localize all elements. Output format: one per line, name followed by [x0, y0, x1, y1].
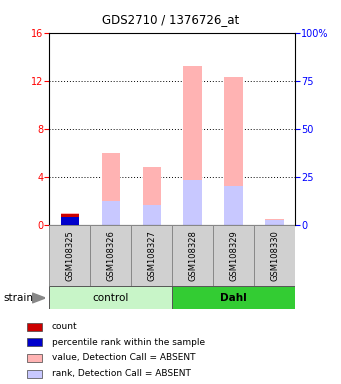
Text: GSM108327: GSM108327 [147, 230, 156, 281]
Text: GSM108329: GSM108329 [229, 230, 238, 281]
Bar [49, 225, 90, 286]
Bar [27, 370, 42, 377]
Bar [143, 205, 161, 225]
Bar [49, 286, 172, 309]
Bar [131, 225, 172, 286]
Text: strain: strain [3, 293, 33, 303]
Bar [61, 214, 79, 225]
Bar [102, 153, 120, 225]
Text: GDS2710 / 1376726_at: GDS2710 / 1376726_at [102, 13, 239, 26]
Bar [213, 225, 254, 286]
Bar [254, 225, 295, 286]
Bar [61, 216, 79, 225]
Bar [224, 77, 243, 225]
Bar [27, 323, 42, 331]
Bar [265, 218, 284, 225]
Bar [27, 338, 42, 346]
Text: value, Detection Call = ABSENT: value, Detection Call = ABSENT [52, 353, 195, 362]
Text: GSM108330: GSM108330 [270, 230, 279, 281]
Text: rank, Detection Call = ABSENT: rank, Detection Call = ABSENT [52, 369, 191, 378]
Text: GSM108328: GSM108328 [188, 230, 197, 281]
Bar [27, 354, 42, 362]
Bar [90, 225, 131, 286]
Bar [61, 217, 79, 225]
Text: percentile rank within the sample: percentile rank within the sample [52, 338, 205, 347]
Bar [61, 213, 79, 225]
Text: Dahl: Dahl [220, 293, 247, 303]
Text: count: count [52, 322, 77, 331]
Bar [172, 225, 213, 286]
Bar [183, 66, 202, 225]
Bar [172, 286, 295, 309]
Bar [183, 180, 202, 225]
Bar [143, 167, 161, 225]
Bar [265, 220, 284, 225]
Bar [224, 186, 243, 225]
Text: GSM108326: GSM108326 [106, 230, 115, 281]
Text: GSM108325: GSM108325 [65, 230, 74, 281]
Polygon shape [32, 293, 45, 303]
Text: control: control [93, 293, 129, 303]
Bar [102, 201, 120, 225]
